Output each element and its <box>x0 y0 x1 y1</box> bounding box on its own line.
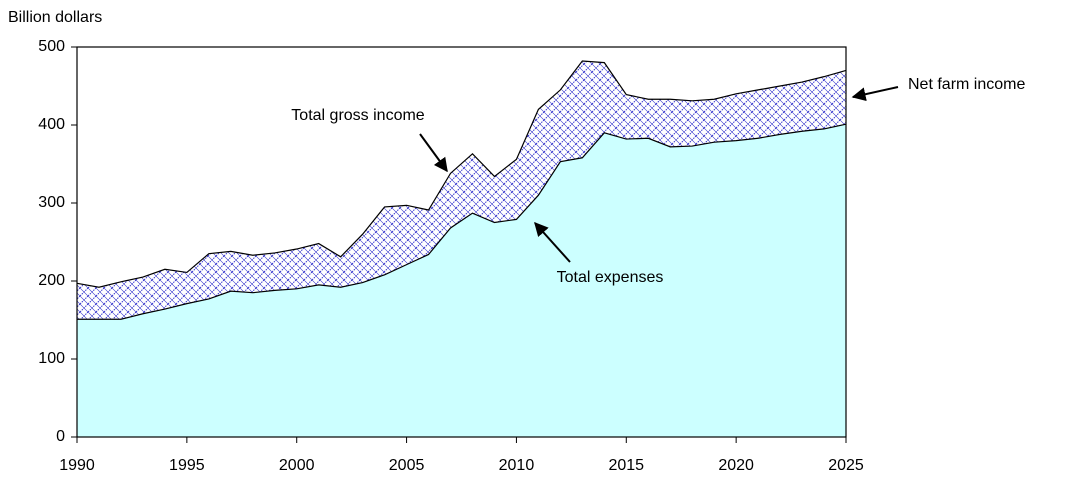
annotation-arrow <box>419 133 448 173</box>
x-tick-label: 2015 <box>608 457 644 474</box>
plot-frame <box>76 46 847 438</box>
annotation-arrow <box>534 221 571 263</box>
expenses-area <box>77 124 846 437</box>
y-tick-label: 500 <box>38 38 65 55</box>
expenses-line <box>77 123 847 320</box>
x-tick-label: 1995 <box>169 457 205 474</box>
annotation-label: Net farm income <box>908 76 1025 93</box>
y-tick-label: 300 <box>38 194 65 211</box>
annotation-arrow <box>851 86 899 102</box>
annotation-label: Total expenses <box>557 269 664 286</box>
x-tick-label: 2025 <box>828 457 864 474</box>
x-tick-label: 2020 <box>718 457 754 474</box>
y-tick-label: 0 <box>56 428 65 445</box>
x-tick-label: 2000 <box>279 457 315 474</box>
annotation-label: Total gross income <box>291 107 424 124</box>
net-income-band <box>77 61 846 320</box>
x-tick-label: 1990 <box>59 457 95 474</box>
gross-income-line <box>76 60 847 288</box>
y-tick-label: 100 <box>38 350 65 367</box>
x-tick-label: 2010 <box>499 457 535 474</box>
y-tick-label: 400 <box>38 116 65 133</box>
y-tick-label: 200 <box>38 272 65 289</box>
y-axis-label: Billion dollars <box>8 9 102 26</box>
x-tick-label: 2005 <box>389 457 425 474</box>
